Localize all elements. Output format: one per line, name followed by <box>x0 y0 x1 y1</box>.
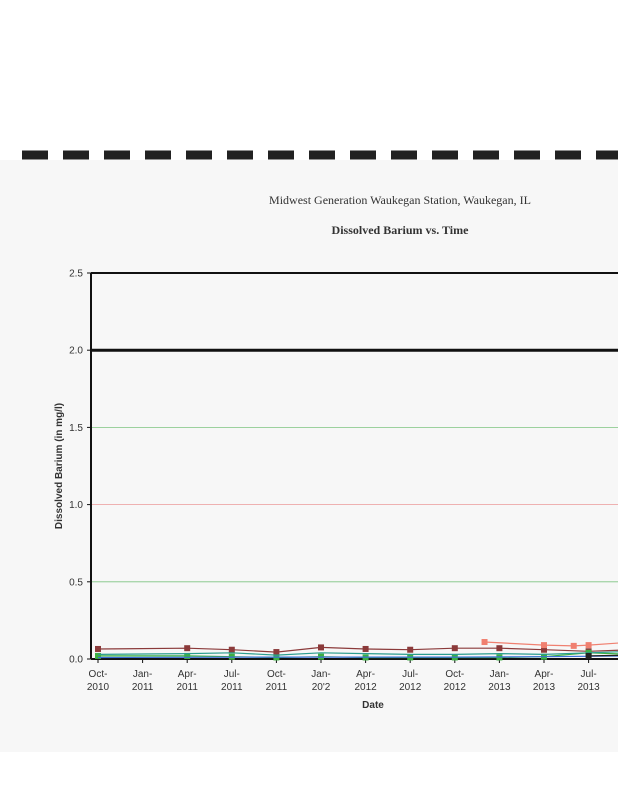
data-point <box>184 645 191 652</box>
x-tick-label-month: Jul- <box>581 669 597 680</box>
data-point <box>585 642 592 649</box>
x-tick-label-month: Apr- <box>535 669 554 680</box>
page-separator-dashes <box>22 150 618 160</box>
x-tick-label-year: 2012 <box>354 682 377 693</box>
data-point <box>318 644 324 651</box>
series-line <box>588 654 618 657</box>
x-axis-title: Date <box>362 700 384 711</box>
data-point <box>585 652 592 659</box>
y-tick-label: 0.0 <box>69 655 83 666</box>
data-point <box>481 639 488 646</box>
x-tick-label-month: Apr- <box>178 669 197 680</box>
series-line <box>97 655 618 659</box>
x-tick-label-year: 2010 <box>87 682 110 693</box>
x-tick-label-month: Jul- <box>224 669 240 680</box>
x-tick-label-year: 2012 <box>399 682 422 693</box>
x-tick-label-month: Jul- <box>402 669 418 680</box>
data-point <box>95 652 101 659</box>
x-tick-label-year: 2011 <box>176 682 198 693</box>
y-tick-label: 1.0 <box>69 500 83 511</box>
x-tick-label-month: Oct- <box>89 669 108 680</box>
x-tick-label-year: 2011 <box>221 682 243 693</box>
data-point <box>541 646 547 653</box>
x-tick-label-year: 2011 <box>132 682 154 693</box>
series-line <box>484 641 618 647</box>
x-tick-label-year: 2012 <box>444 682 467 693</box>
x-tick-label-month: Jan- <box>311 669 330 680</box>
data-point <box>570 642 577 649</box>
x-tick-label-month: Jan- <box>133 669 152 680</box>
x-tick-label-year: 2013 <box>488 682 511 693</box>
x-tick-label-year: 2011 <box>266 682 288 693</box>
chart-title: Dissolved Barium vs. Time <box>331 223 469 237</box>
y-tick-label: 0.5 <box>69 577 83 588</box>
y-axis-title: Dissolved Barium (in mg/l) <box>54 403 65 529</box>
x-tick-label-month: Apr- <box>356 669 375 680</box>
data-point <box>273 649 280 656</box>
x-tick-label-year: 2013 <box>577 682 600 693</box>
x-tick-label-month: Oct- <box>445 669 464 680</box>
x-tick-label-year: 2013 <box>533 682 556 693</box>
y-tick-label: 2.0 <box>69 346 83 357</box>
data-point <box>496 645 503 652</box>
series-line <box>97 651 618 656</box>
chart-subtitle: Midwest Generation Waukegan Station, Wau… <box>269 193 531 207</box>
data-point <box>407 646 414 653</box>
data-point <box>451 645 458 652</box>
x-tick-label-month: Jan- <box>490 669 509 680</box>
data-point <box>228 646 235 653</box>
data-point <box>362 645 369 652</box>
series-line <box>97 646 618 653</box>
y-tick-label: 1.5 <box>69 423 83 434</box>
y-tick-label: 2.5 <box>69 269 83 280</box>
data-point <box>95 645 101 652</box>
x-tick-label-year: 20'2 <box>312 682 331 693</box>
data-point <box>184 652 191 659</box>
x-tick-label-month: Oct- <box>267 669 286 680</box>
data-point <box>541 642 547 649</box>
